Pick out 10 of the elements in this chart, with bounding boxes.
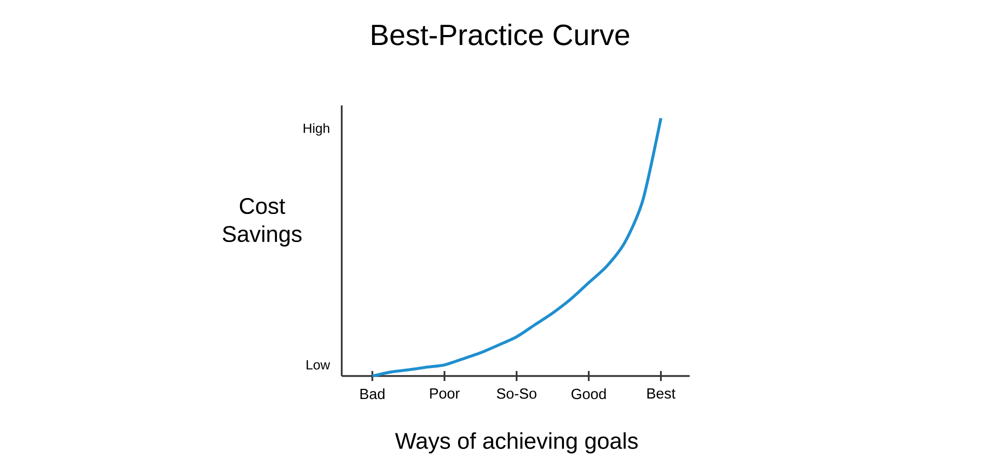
text: Low [306,360,330,370]
x-tick-label: So-So [496,388,536,399]
text: High [304,123,330,136]
y-axis-title: Cost Savings [222,198,302,247]
x-tick-label: Bad [360,388,384,400]
chart-title: Best-Practice Curve [372,24,630,46]
x-axis-title: Ways of achieving goals [395,432,638,454]
x-tick-label: Poor [430,388,460,399]
x-tick-label: Best [647,388,676,399]
x-tick-label: Good [572,388,606,400]
